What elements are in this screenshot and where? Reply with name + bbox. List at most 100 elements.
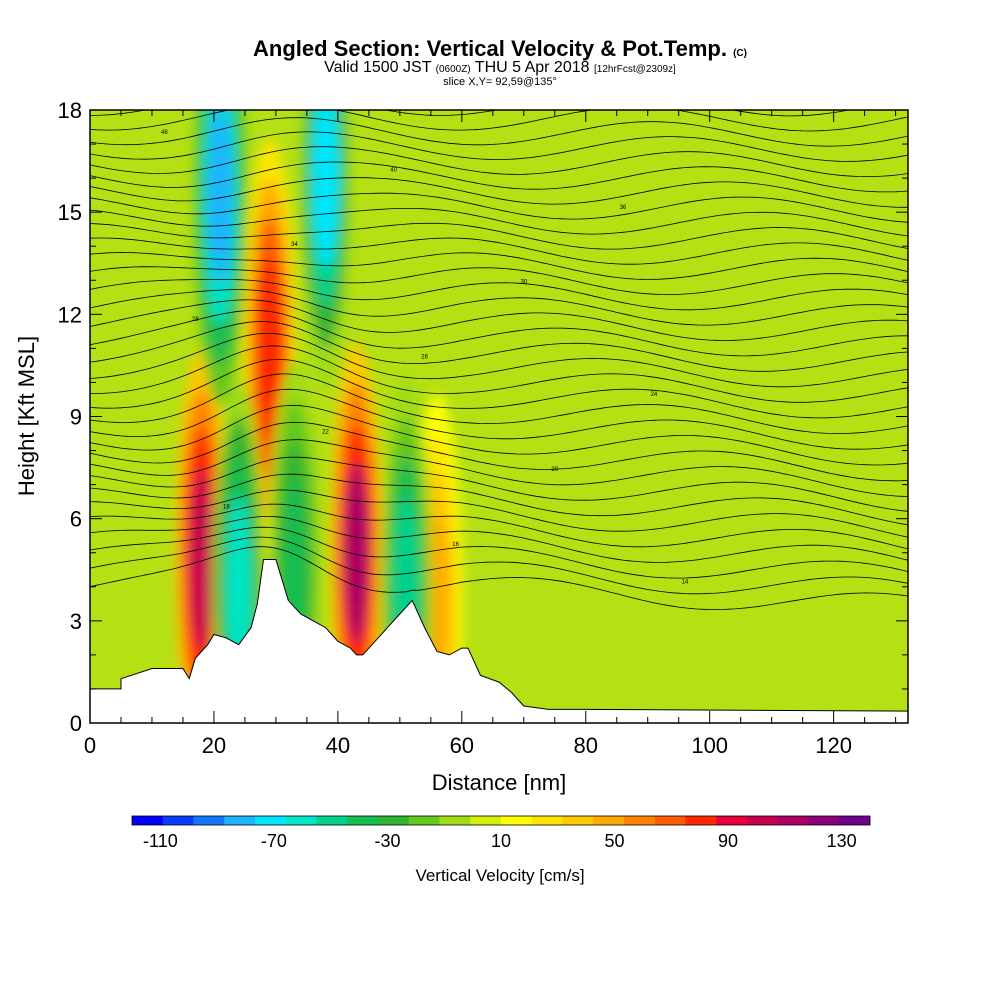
isotherm-line — [90, 222, 908, 250]
isotherm-line — [90, 279, 908, 311]
downdraft-core — [312, 110, 338, 269]
y-tick-label: 6 — [70, 507, 82, 532]
y-tick-label: 0 — [70, 711, 82, 736]
colorbar-segment — [685, 816, 717, 825]
isotherm-label: 20 — [551, 467, 558, 473]
isotherm-line — [90, 289, 908, 326]
colorbar-tick-label: 10 — [491, 831, 511, 851]
isotherm-line — [90, 404, 908, 466]
isotherm-line — [90, 131, 908, 162]
x-tick-label: 20 — [202, 733, 226, 758]
updraft-core — [343, 462, 369, 643]
isotherm-label: 16 — [452, 542, 459, 548]
colorbar-label: Vertical Velocity [cm/s] — [415, 866, 584, 885]
colorbar-segment — [808, 816, 840, 825]
colorbar-segment — [716, 816, 748, 825]
colorbar-segment — [777, 816, 809, 825]
isotherm-line — [90, 439, 908, 497]
isotherm-labels: 48 40 36 34 30 28 26 24 22 20 18 16 14 — [161, 130, 689, 586]
isotherm-line — [90, 526, 908, 579]
isotherm-label: 14 — [682, 579, 689, 585]
colorbar-segment — [593, 816, 625, 825]
isotherm-label: 40 — [390, 167, 397, 173]
y-tick-label: 18 — [58, 98, 82, 123]
colorbar-segment — [470, 816, 502, 825]
isotherm-label: 48 — [161, 130, 168, 136]
x-axis-ticks: 0 20 40 60 80 100 120 — [84, 110, 897, 758]
x-tick-label: 120 — [815, 733, 852, 758]
colorbar-tick-label: 90 — [718, 831, 738, 851]
colorbar-segment — [408, 816, 440, 825]
x-tick-label: 0 — [84, 733, 96, 758]
chart-slice-info: slice X,Y= 92,59@135° — [443, 76, 557, 88]
colorbar-segment — [439, 816, 471, 825]
colorbar-segment — [501, 816, 533, 825]
terrain-profile — [89, 559, 909, 724]
colorbar-tick-labels: -110 -70 -30 10 50 90 130 — [143, 831, 857, 851]
isotherm-label: 30 — [520, 280, 527, 286]
colorbar-segment — [132, 816, 164, 825]
colorbar-tick-label: 130 — [827, 831, 857, 851]
isotherm-line — [90, 161, 908, 193]
colorbar-segment — [654, 816, 686, 825]
isotherm-line — [90, 456, 908, 512]
y-tick-label: 12 — [58, 302, 82, 327]
colorbar-segment — [378, 816, 410, 825]
isotherm-label: 28 — [192, 317, 199, 323]
isotherm-line — [90, 332, 908, 388]
isotherm-line — [90, 299, 908, 341]
isotherm-label: 26 — [421, 355, 428, 361]
isotherm-line — [90, 146, 908, 177]
isotherm-line — [90, 321, 908, 372]
isotherm-line — [90, 177, 908, 208]
x-tick-label: 100 — [691, 733, 728, 758]
y-tick-label: 15 — [58, 200, 82, 225]
colorbar-segment — [193, 816, 225, 825]
isotherm-line — [90, 388, 908, 450]
colorbar-tick-label: -30 — [374, 831, 400, 851]
isotherm-line — [90, 117, 908, 147]
colorbar-segment — [316, 816, 348, 825]
y-tick-label: 9 — [70, 405, 82, 430]
isotherm-label: 34 — [291, 242, 298, 248]
updraft-core — [189, 469, 215, 650]
colorbar-segment — [624, 816, 656, 825]
colorbar-segment — [839, 816, 871, 825]
isotherm-label: 36 — [620, 205, 627, 211]
colorbar-segment — [162, 816, 194, 825]
isotherm-line — [90, 421, 908, 482]
chart-title: Angled Section: Vertical Velocity & Pot.… — [253, 36, 747, 61]
potential-temperature-contours — [90, 110, 908, 611]
isotherm-line — [90, 310, 908, 357]
isotherm-line — [90, 192, 908, 223]
colorbar-tick-label: 50 — [605, 831, 625, 851]
x-tick-label: 80 — [574, 733, 598, 758]
chart-valid-time: Valid 1500 JST (0600Z) THU 5 Apr 2018 [1… — [324, 59, 676, 76]
isotherm-line — [90, 373, 908, 435]
colorbar — [131, 815, 871, 826]
colorbar-segment — [285, 816, 317, 825]
downdraft-core — [226, 496, 252, 677]
colorbar-frame — [131, 815, 871, 826]
isotherm-line — [90, 345, 908, 403]
x-tick-label: 60 — [450, 733, 474, 758]
isotherm-line — [90, 359, 908, 419]
isotherm-label: 18 — [223, 504, 230, 510]
isotherm-line — [90, 536, 908, 595]
isotherm-line — [90, 208, 908, 237]
isotherm-line — [90, 516, 908, 563]
x-axis-label: Distance [nm] — [432, 770, 567, 795]
isotherm-line — [90, 489, 908, 538]
colorbar-segment — [255, 816, 287, 825]
isotherm-line — [90, 546, 908, 611]
y-tick-label: 3 — [70, 609, 82, 634]
colorbar-tick-label: -110 — [143, 831, 178, 851]
y-axis-label: Height [Kft MSL] — [14, 336, 39, 496]
colorbar-segment — [531, 816, 563, 825]
isotherm-line — [90, 237, 908, 265]
colorbar-segment — [224, 816, 256, 825]
isotherm-label: 24 — [651, 392, 658, 398]
colorbar-segment — [562, 816, 594, 825]
